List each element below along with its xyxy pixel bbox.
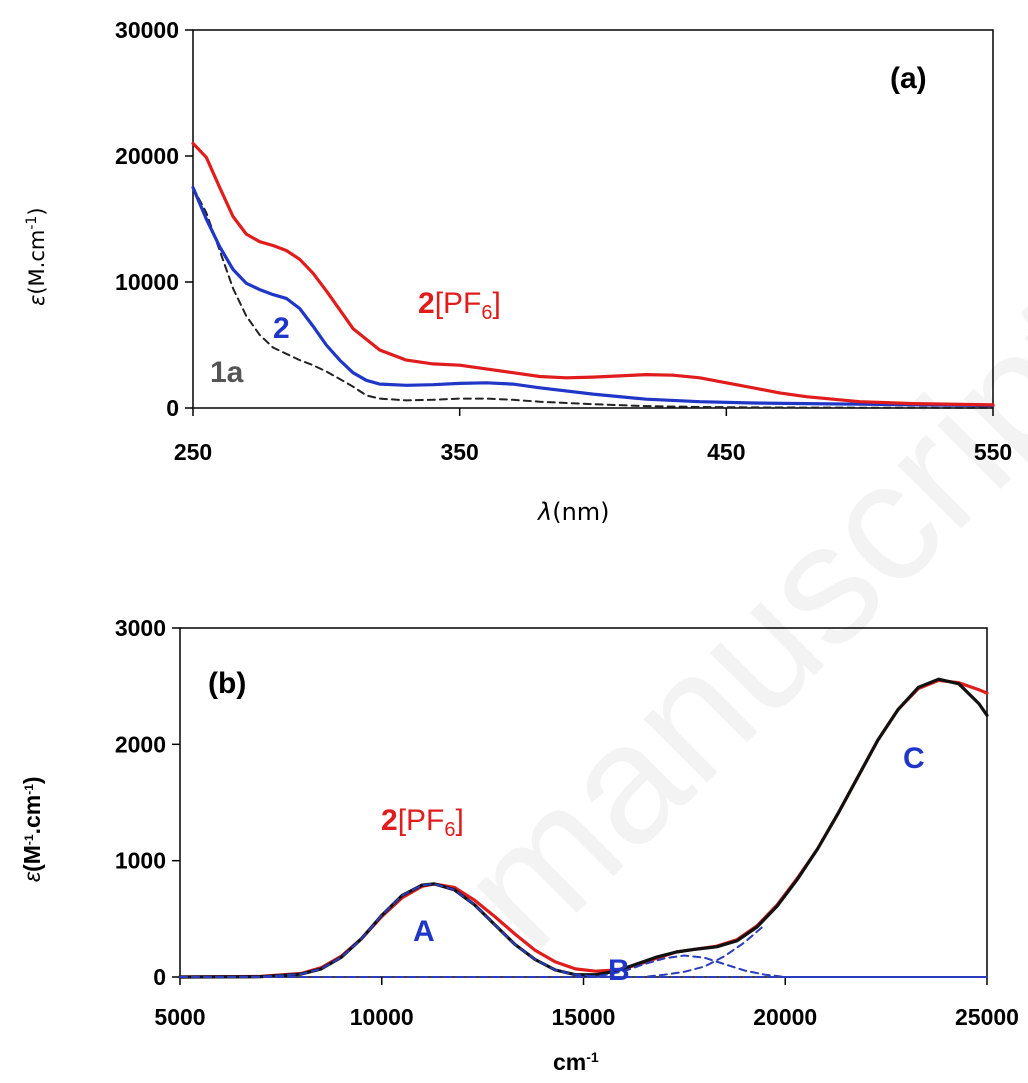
panel-b-xtick-label: 5000 bbox=[154, 1004, 205, 1030]
label-2pf6-a-close: ] bbox=[492, 287, 500, 320]
panel-a-ytick-label: 20000 bbox=[115, 143, 179, 169]
panel-b-ylabel-symbol: ε bbox=[19, 871, 45, 882]
panel-a-ylabel-end: ) bbox=[25, 207, 49, 215]
panel-b-ylabel-end: ) bbox=[19, 776, 45, 784]
panel-a-xlabel-symbol: λ bbox=[536, 498, 552, 526]
panel-b-ylabel-sup2: -1 bbox=[22, 784, 36, 795]
panel-b-ytick-label: 1000 bbox=[115, 848, 166, 874]
panel-b-xlabel: cm-1 bbox=[553, 1049, 599, 1075]
panel-a-ylabel-sup: -1 bbox=[24, 216, 40, 230]
label-2pf6-b: 2[PF6] bbox=[381, 804, 464, 841]
panel-a-ylabel: ε(M.cm-1) bbox=[24, 207, 49, 306]
panel-a-ytick-label: 30000 bbox=[115, 17, 179, 43]
panel-b-xtick-label: 10000 bbox=[350, 1004, 414, 1030]
label-2pf6-b-num: 2 bbox=[381, 804, 398, 837]
panel-b-ytick-label: 3000 bbox=[115, 615, 166, 641]
label-2pf6-a-num: 2 bbox=[418, 287, 435, 320]
panel-b-xlabel-sup: -1 bbox=[586, 1049, 599, 1065]
panel-b-xtick-label: 15000 bbox=[552, 1004, 616, 1030]
panel-b-xtick-label: 25000 bbox=[955, 1004, 1019, 1030]
panel-a-series-1a bbox=[192, 186, 994, 409]
panel-b-label: (b) bbox=[208, 667, 246, 700]
panel-b-xlabel-base: cm bbox=[553, 1049, 586, 1075]
panel-a-ylabel-symbol: ε bbox=[25, 295, 49, 306]
label-band-c: C bbox=[903, 742, 925, 775]
label-2pf6-a-sub: 6 bbox=[481, 302, 492, 324]
label-2pf6-a-open: [PF bbox=[435, 287, 482, 320]
panel-a-frame bbox=[192, 29, 994, 409]
panel-b-series-a bbox=[179, 882, 617, 978]
label-band-a: A bbox=[413, 915, 435, 948]
panel-a-series-2-pf6 bbox=[191, 141, 995, 407]
panel-a-xtick-label: 350 bbox=[440, 439, 478, 465]
label-1a: 1a bbox=[210, 356, 244, 389]
label-2pf6-b-sub: 6 bbox=[444, 819, 455, 841]
label-2: 2 bbox=[273, 312, 290, 345]
panel-a-ytick-label: 10000 bbox=[115, 269, 179, 295]
panel-a-xlabel: λ(nm) bbox=[536, 498, 610, 526]
panel-a-xtick-label: 550 bbox=[974, 439, 1012, 465]
panel-a-ytick-label: 0 bbox=[166, 395, 179, 421]
panel-b: 0 1000 2000 3000 5000 10000 15000 20000 25000 (b… bbox=[19, 615, 1019, 1075]
panel-a-ylabel-unit: (M.cm bbox=[25, 230, 49, 295]
label-band-b: B bbox=[608, 954, 630, 987]
panel-a-series-2 bbox=[191, 185, 995, 408]
panel-b-ylabel-mid: .cm bbox=[19, 795, 45, 835]
panel-b-ytick-label: 0 bbox=[153, 964, 166, 990]
panel-b-ylabel-base: (M bbox=[19, 845, 45, 872]
panel-a-xtick-label: 450 bbox=[707, 439, 745, 465]
panel-a-label: (a) bbox=[890, 62, 927, 95]
panel-a: 0 10000 20000 30000 250 350 450 550 (a) λ(nm) ε… bbox=[24, 17, 1012, 526]
watermark: manuscript bbox=[424, 262, 1028, 984]
panel-a-xlabel-unit: (nm) bbox=[552, 498, 609, 526]
panel-a-xtick-label: 250 bbox=[174, 439, 212, 465]
panel-b-xtick-label: 20000 bbox=[753, 1004, 817, 1030]
label-2pf6-b-close: ] bbox=[455, 804, 463, 837]
label-2pf6-a: 2[PF6] bbox=[418, 287, 501, 324]
panel-b-ylabel: ε(M-1.cm-1) bbox=[19, 776, 45, 882]
panel-b-ytick-label: 2000 bbox=[115, 731, 166, 757]
panel-b-series-b bbox=[179, 954, 988, 978]
panel-b-ylabel-sup1: -1 bbox=[22, 834, 36, 845]
label-2pf6-b-open: [PF bbox=[398, 804, 445, 837]
